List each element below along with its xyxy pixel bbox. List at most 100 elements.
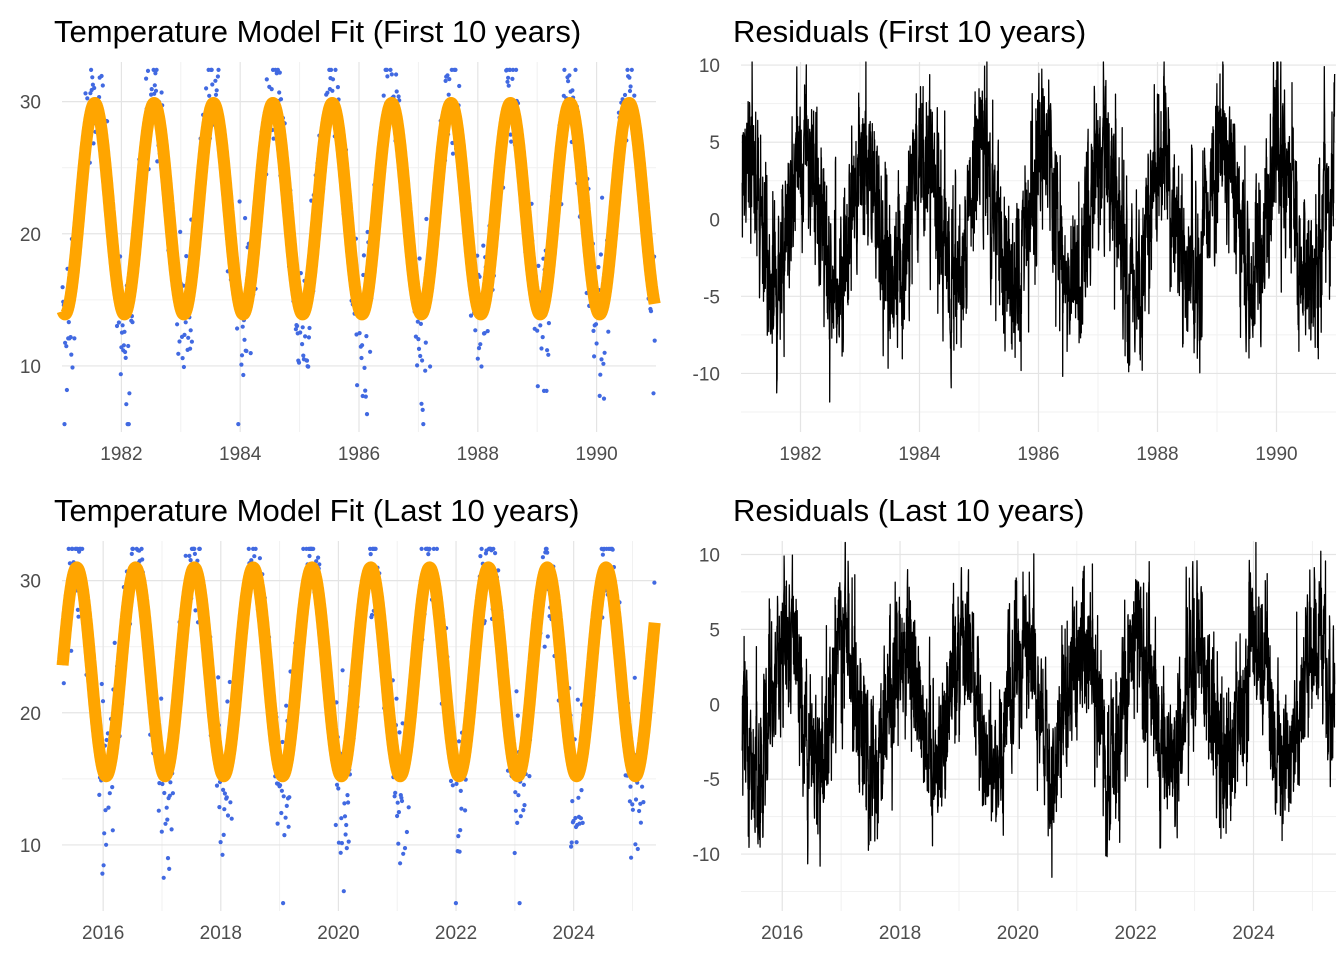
data-point (192, 546, 197, 552)
y-tick-label: -5 (703, 770, 720, 791)
y-tick-label: 10 (20, 357, 41, 378)
data-point (126, 422, 131, 427)
data-point (522, 803, 527, 808)
data-point (652, 338, 657, 343)
y-tick-label: -10 (693, 364, 720, 385)
x-tick-label: 2024 (553, 923, 596, 944)
panel-fit-first: Temperature Model Fit (First 10 years) 1… (20, 14, 661, 465)
data-point (217, 805, 222, 810)
plot-marks (56, 67, 661, 427)
data-point (428, 364, 433, 369)
data-point (420, 358, 425, 363)
data-point (104, 842, 109, 847)
data-point (542, 644, 547, 649)
data-point (243, 216, 248, 221)
x-tick-label: 1986 (338, 444, 380, 465)
data-point (638, 820, 644, 825)
data-point (160, 781, 165, 787)
data-point (491, 546, 496, 552)
data-point (396, 94, 401, 99)
data-point (221, 832, 226, 838)
data-point (66, 320, 71, 325)
data-point (304, 358, 310, 363)
data-point (341, 889, 346, 894)
data-point (244, 348, 249, 354)
data-point (229, 816, 234, 821)
data-point (641, 800, 646, 805)
data-point (97, 792, 102, 798)
data-point (513, 808, 519, 813)
data-point (509, 139, 514, 144)
data-point (456, 739, 462, 744)
data-point (227, 679, 232, 685)
data-point (163, 821, 168, 826)
data-point (493, 551, 498, 556)
data-point (544, 388, 549, 393)
data-point (216, 675, 221, 680)
y-tick-label: 10 (699, 545, 720, 566)
data-point (515, 820, 520, 826)
data-point (630, 802, 635, 807)
data-point (450, 783, 455, 788)
data-point (478, 554, 483, 559)
data-point (144, 76, 149, 81)
data-point (178, 229, 183, 234)
data-point (170, 791, 175, 796)
data-point (239, 362, 244, 367)
data-point (224, 795, 229, 800)
data-point (540, 335, 545, 340)
data-point (506, 75, 511, 80)
data-point (164, 805, 169, 810)
data-point (155, 159, 160, 164)
data-point (513, 790, 518, 795)
data-point (216, 67, 221, 72)
data-point (253, 546, 258, 552)
data-point (126, 343, 131, 349)
data-point (476, 346, 482, 351)
data-point (398, 861, 403, 866)
data-point (218, 840, 223, 845)
data-point (287, 795, 292, 800)
x-tick-label: 2020 (317, 923, 359, 944)
panel-fit-last: Temperature Model Fit (Last 10 years) 20… (20, 493, 661, 944)
data-point (344, 846, 349, 851)
data-point (517, 901, 522, 906)
data-point (363, 388, 368, 393)
data-point (395, 813, 400, 819)
data-point (402, 846, 408, 851)
axis-ticks: 1982 1984 1986 1988 1990 -10 -5 0 5 10 (693, 56, 1298, 465)
data-point (546, 321, 552, 326)
data-point (188, 558, 193, 563)
data-point (130, 546, 136, 552)
x-tick-label: 1984 (898, 444, 941, 465)
data-point (454, 781, 459, 787)
data-point (345, 793, 350, 798)
data-point (271, 136, 276, 141)
data-point (580, 820, 585, 826)
data-point (180, 356, 185, 361)
data-point (601, 396, 607, 401)
data-point (591, 328, 596, 333)
fitted-curve (56, 97, 661, 321)
data-point (381, 93, 386, 98)
data-point (118, 372, 123, 377)
data-point (385, 74, 390, 79)
data-point (562, 67, 567, 72)
data-point (300, 342, 305, 347)
x-tick-label: 2016 (761, 923, 803, 944)
data-point (106, 805, 111, 810)
data-point (445, 73, 450, 78)
data-point (628, 784, 633, 789)
data-point (458, 828, 463, 833)
data-point (394, 89, 399, 94)
panel-resid-last: Residuals (Last 10 years) 2016 2018 2020 20… (693, 493, 1336, 944)
data-point (186, 335, 191, 340)
data-point (421, 422, 426, 427)
data-point (598, 372, 603, 377)
data-point (434, 546, 439, 552)
data-point (368, 349, 373, 354)
data-point (209, 67, 214, 72)
data-point (167, 866, 172, 872)
y-tick-label: -5 (703, 287, 720, 308)
data-point (475, 356, 480, 361)
